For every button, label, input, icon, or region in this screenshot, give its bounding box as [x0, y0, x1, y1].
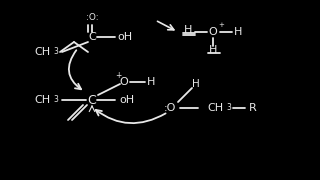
- Text: H: H: [184, 25, 192, 35]
- Text: CH: CH: [207, 103, 223, 113]
- Text: C: C: [88, 93, 96, 107]
- Text: 3: 3: [53, 48, 59, 57]
- Text: CH: CH: [34, 95, 50, 105]
- Text: 3: 3: [227, 103, 231, 112]
- Text: oH: oH: [119, 95, 135, 105]
- Text: CH: CH: [34, 47, 50, 57]
- Text: R: R: [249, 103, 257, 113]
- Text: H: H: [209, 45, 217, 55]
- Text: +: +: [218, 22, 224, 28]
- Text: +: +: [115, 71, 121, 80]
- Text: oH: oH: [117, 32, 132, 42]
- Text: :O: :O: [164, 103, 176, 113]
- Text: O: O: [120, 77, 128, 87]
- Text: C: C: [88, 32, 96, 42]
- Text: 3: 3: [53, 96, 59, 105]
- Text: H: H: [192, 79, 200, 89]
- Text: O: O: [209, 27, 217, 37]
- Text: :O:: :O:: [86, 14, 98, 22]
- Text: H: H: [234, 27, 242, 37]
- Text: H: H: [147, 77, 155, 87]
